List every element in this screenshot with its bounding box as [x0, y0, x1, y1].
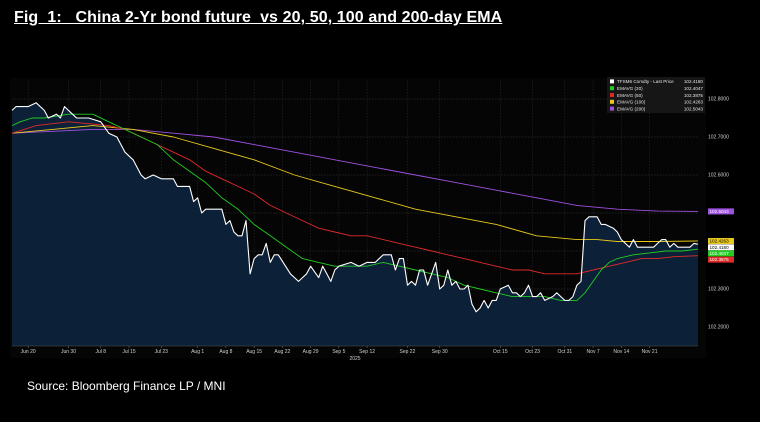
x-tick-label: Jul 15	[122, 349, 136, 355]
last-value-pill	[708, 238, 734, 245]
x-tick-label: Nov 21	[642, 349, 658, 355]
last-value-pill	[708, 208, 734, 215]
x-tick-label: Aug 29	[303, 349, 319, 355]
legend-swatch-ema20	[610, 86, 614, 91]
legend-value-ema100: 102.4263	[684, 100, 704, 105]
legend-label-ema50: EMAVG (50)	[617, 93, 643, 98]
x-year-label: 2025	[349, 356, 360, 362]
y-tick-label: 102.8000	[708, 97, 729, 103]
series-line-price	[11, 102, 699, 313]
last-value-pill	[708, 250, 734, 257]
source-note: Source: Bloomberg Finance LP / MNI	[27, 379, 226, 393]
x-tick-label: Jun 30	[61, 349, 76, 355]
legend-value-price: 102.4180	[684, 79, 704, 84]
legend-label-price: TFSM6 Comdty - Last Price	[617, 79, 674, 84]
legend-label-ema100: EMAVG (100)	[617, 100, 646, 105]
x-tick-label: Sep 12	[359, 349, 375, 355]
last-value-text: 102.3875	[710, 257, 730, 262]
series-line-ema20	[11, 113, 699, 301]
x-tick-label: Sep 22	[400, 349, 416, 355]
x-tick-label: Sep 30	[432, 349, 448, 355]
series-line-ema100	[11, 125, 699, 242]
last-value-text: 102.4047	[710, 251, 730, 256]
legend-value-ema200: 102.5043	[684, 106, 704, 111]
legend-label-ema20: EMAVG (20)	[617, 86, 643, 91]
legend-swatch-ema50	[610, 93, 614, 97]
x-tick-label: Jul 8	[95, 349, 106, 355]
last-value-pill	[708, 256, 734, 263]
x-tick-label: Jun 20	[21, 349, 36, 355]
x-tick-label: Sep 5	[332, 349, 345, 355]
last-value-text: 102.4263	[710, 239, 730, 244]
legend-swatch-ema200	[610, 106, 614, 111]
x-tick-label: Aug 1	[191, 349, 204, 355]
series-line-ema200	[11, 128, 699, 212]
x-tick-label: Aug 15	[246, 349, 262, 355]
x-axis: Jun 20 Jun 30 Jul 8 Jul 15 Jul 23 Aug 1 Aug 8 A…	[12, 345, 698, 362]
price-area-fill	[12, 102, 698, 346]
x-tick-label: Aug 22	[274, 349, 290, 355]
legend-swatch-price	[610, 79, 614, 84]
legend-label-ema200: EMAVG (200)	[617, 106, 646, 111]
legend-value-ema50: 102.3875	[684, 93, 704, 98]
figure-title: Fig 1: China 2-Yr bond future vs 20, 50,…	[14, 9, 503, 26]
series-lines	[11, 102, 699, 313]
x-tick-label: Aug 8	[219, 349, 232, 355]
price-area	[12, 102, 698, 346]
legend: TFSM6 Comdty - Last Price 102.4180 EMAVG (…	[607, 77, 705, 113]
x-tick-label: Nov 7	[587, 349, 600, 355]
x-tick-label: Oct 23	[525, 349, 540, 355]
x-tick-label: Oct 15	[493, 349, 508, 355]
legend-swatch-ema100	[610, 99, 614, 104]
legend-box	[607, 77, 705, 113]
x-tick-label: Jul 23	[155, 349, 169, 355]
series-line-ema50	[11, 121, 699, 275]
y-tick-label: 102.6000	[708, 173, 729, 179]
last-value-text: 102.5043	[710, 209, 730, 214]
x-tick-label: Nov 14	[613, 349, 629, 355]
legend-value-ema20: 102.4047	[684, 86, 704, 91]
y-tick-label: 102.2000	[708, 325, 729, 331]
y-tick-label: 102.7000	[708, 135, 729, 141]
last-value-pill	[708, 244, 734, 251]
y-tick-label: 102.3000	[708, 287, 729, 293]
last-value-text: 102.4180	[710, 245, 730, 250]
x-tick-label: Oct 31	[557, 349, 572, 355]
